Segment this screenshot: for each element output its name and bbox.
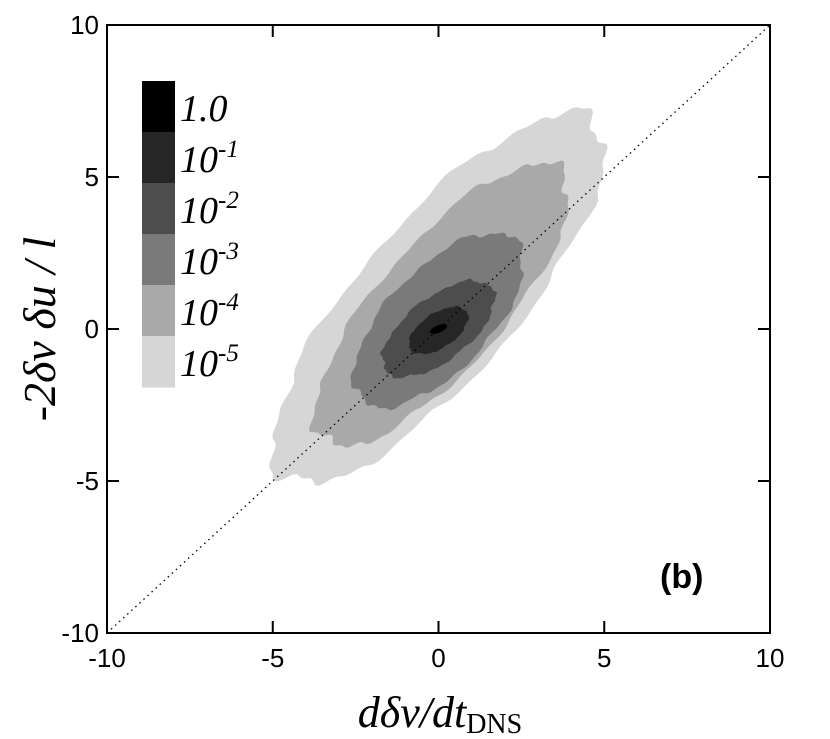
legend-label-2: 10-2: [180, 187, 239, 232]
x-axis-label-main: dδv/dt: [358, 688, 468, 737]
axis-ticks: [106, 24, 771, 634]
legend-swatch-5: [142, 336, 175, 388]
y-tick-label-1: -5: [76, 466, 99, 496]
x-tick-label-0: -10: [88, 643, 126, 673]
legend-swatch-3: [142, 234, 175, 286]
legend-label-4: 10-4: [180, 289, 239, 334]
x-tick-labels: -10 -5 0 5 10: [88, 643, 784, 673]
legend: 1.0 10-1 10-2 10-3 10-4 10-5: [142, 81, 239, 388]
x-tick-label-2: 0: [431, 643, 445, 673]
y-axis-label: -2δv δu / l: [14, 237, 65, 422]
x-tick-label-4: 10: [756, 643, 785, 673]
x-axis-label: dδv/dtDNS: [358, 688, 522, 739]
panel-label: (b): [660, 558, 703, 596]
legend-label-5: 10-5: [180, 340, 239, 385]
y-tick-label-3: 5: [85, 162, 99, 192]
contour-regions: [269, 107, 608, 486]
y-tick-labels: -10 -5 0 5 10: [61, 10, 99, 648]
legend-swatch-0: [142, 81, 175, 133]
legend-swatch-2: [142, 183, 175, 235]
x-tick-label-3: 5: [597, 643, 611, 673]
x-axis-label-subscript: DNS: [466, 709, 522, 739]
legend-label-1: 10-1: [180, 136, 239, 181]
y-tick-label-4: 10: [70, 10, 99, 40]
legend-label-3: 10-3: [180, 238, 239, 283]
y-tick-label-2: 0: [85, 314, 99, 344]
legend-label-0: 1.0: [180, 88, 228, 130]
legend-swatch-4: [142, 285, 175, 337]
legend-swatch-1: [142, 132, 175, 184]
x-tick-label-1: -5: [261, 643, 284, 673]
y-tick-label-0: -10: [61, 618, 99, 648]
contour-level-5: [429, 324, 448, 334]
diagonal-reference-line: [106, 24, 771, 634]
